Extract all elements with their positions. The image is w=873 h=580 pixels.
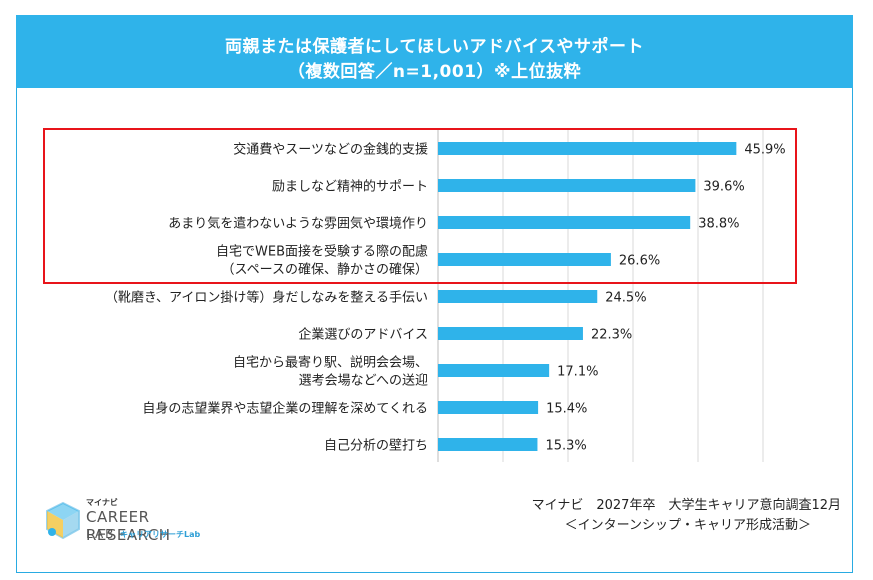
value-label: 45.9% bbox=[744, 143, 785, 158]
logo-title: CAREER RESEARCH bbox=[86, 508, 171, 544]
category-label: 選考会場などへの送迎 bbox=[299, 374, 428, 389]
logo-subtitle: キャリアリサーチLab bbox=[120, 530, 201, 539]
value-label: 17.1% bbox=[557, 365, 598, 380]
chart-header: 両親または保護者にしてほしいアドバイスやサポート （複数回答／n=1,001）※… bbox=[16, 15, 853, 88]
value-label: 15.4% bbox=[546, 402, 587, 417]
value-label: 15.3% bbox=[545, 439, 586, 454]
source-line-1: マイナビ 2027年卒 大学生キャリア意向調査12月 bbox=[531, 498, 841, 513]
value-label: 24.5% bbox=[605, 291, 646, 306]
category-label: 自己分析の壁打ち bbox=[324, 439, 428, 454]
chart-subtitle: （複数回答／n=1,001）※上位抜粋 bbox=[287, 62, 582, 82]
category-label: （スペースの確保、静かさの確保） bbox=[222, 262, 428, 278]
career-research-lab-logo: マイナビ CAREER RESEARCH LAB キャリアリサーチLab bbox=[40, 497, 230, 547]
category-label: 企業選びのアドバイス bbox=[298, 327, 428, 343]
bar bbox=[438, 401, 539, 414]
cube-logo-icon bbox=[46, 501, 80, 540]
bar bbox=[438, 327, 583, 340]
bar bbox=[438, 253, 611, 266]
bar bbox=[438, 364, 550, 377]
highlight-box bbox=[43, 128, 797, 284]
bar bbox=[438, 142, 737, 155]
value-label: 39.6% bbox=[703, 180, 744, 195]
value-label: 38.8% bbox=[698, 217, 739, 232]
category-label: （靴磨き、アイロン掛け等）身だしなみを整える手伝い bbox=[105, 290, 428, 306]
logo-lab: LAB bbox=[86, 527, 116, 541]
bar bbox=[438, 179, 696, 192]
category-label: 励ましなど精神的サポート bbox=[272, 179, 428, 195]
bar bbox=[438, 216, 691, 229]
bar bbox=[438, 290, 598, 303]
category-label: あまり気を遣わないような雰囲気や環境作り bbox=[168, 216, 428, 232]
bar bbox=[438, 438, 538, 451]
chart-frame bbox=[16, 15, 853, 573]
category-label: 交通費やスーツなどの金銭的支援 bbox=[233, 142, 428, 158]
source-line-2: ＜インターンシップ・キャリア形成活動＞ bbox=[564, 518, 811, 533]
logo-brand: マイナビ bbox=[86, 498, 118, 507]
source-note: マイナビ 2027年卒 大学生キャリア意向調査12月 ＜インターンシップ・キャリ… bbox=[532, 496, 841, 536]
value-label: 22.3% bbox=[591, 328, 632, 343]
category-label: 自宅でWEB面接を受験する際の配慮 bbox=[216, 244, 428, 260]
value-label: 26.6% bbox=[619, 254, 660, 269]
category-label: 自身の志望業界や志望企業の理解を深めてくれる bbox=[142, 401, 428, 417]
chart-title: 両親または保護者にしてほしいアドバイスやサポート bbox=[225, 37, 644, 57]
category-label: 自宅から最寄り駅、説明会会場、 bbox=[233, 355, 428, 371]
